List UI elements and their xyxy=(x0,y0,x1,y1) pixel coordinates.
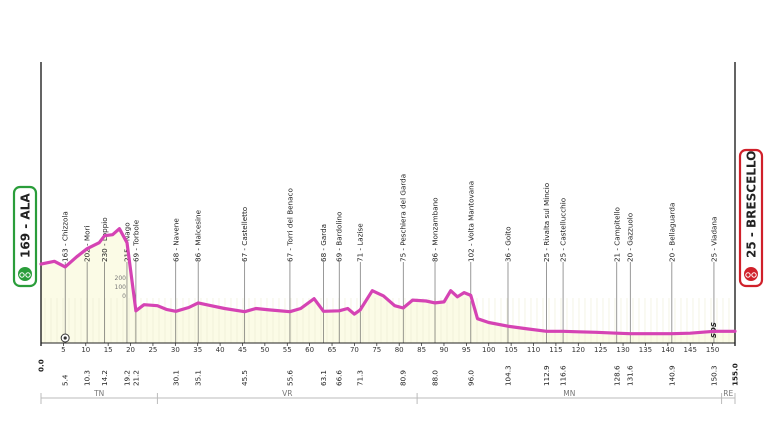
waypoint-label: 230 - Loppio xyxy=(100,217,109,262)
waypoint-label: 102 - Volta Mantovana xyxy=(466,181,475,262)
waypoint-km-label: 63.1 xyxy=(319,370,328,386)
x-tick-label: 150 xyxy=(706,346,719,354)
waypoint-km-label: 21.2 xyxy=(131,370,140,386)
x-tick-label: 135 xyxy=(639,346,652,354)
finish-label: 25 - BRESCELLO xyxy=(745,151,759,258)
x-tick-label: 95 xyxy=(462,346,471,354)
x-tick-label: 115 xyxy=(549,346,562,354)
waypoint-km-label: 88.0 xyxy=(431,370,440,386)
waypoint-label: 21 - Campitello xyxy=(612,207,621,262)
profile-line xyxy=(39,227,737,336)
start-label: 169 - ALA xyxy=(19,193,33,258)
waypoint-km-label: 5.4 xyxy=(61,374,70,386)
sprint-marker-dot-icon xyxy=(63,336,67,340)
waypoint-km-label: 66.6 xyxy=(335,370,344,386)
x-tick-label: 15 xyxy=(104,346,113,354)
waypoint-km-label: 35.1 xyxy=(194,370,203,386)
waypoint-km-label: 14.2 xyxy=(100,370,109,386)
x-tick-label: 20 xyxy=(126,346,135,354)
profile-area xyxy=(41,228,735,343)
waypoint-label: 36 - Goito xyxy=(503,226,512,262)
altitude-scale-label: 200 xyxy=(115,275,127,282)
waypoint-km-label: 112.9 xyxy=(542,365,551,386)
finish-badge-frame xyxy=(738,148,764,288)
x-tick-label: 30 xyxy=(171,346,180,354)
x-tick-label: 85 xyxy=(417,346,426,354)
x-tick-label: 10 xyxy=(81,346,90,354)
waypoint-label: 67 - Torri del Benaco xyxy=(285,188,294,262)
waypoint-label: 86 - Monzambano xyxy=(431,197,440,262)
waypoint-km-label: 55.6 xyxy=(285,370,294,386)
waypoint-km-label: 131.6 xyxy=(626,365,635,386)
waypoint-label: 86 - Malcesine xyxy=(194,209,203,262)
waypoint-label: 68 - Navene xyxy=(171,218,180,262)
waypoint-km-label: 128.6 xyxy=(612,365,621,386)
x-tick-label: 5 xyxy=(61,346,65,354)
x-tick-label: 145 xyxy=(684,346,697,354)
x-tick-label: 25 xyxy=(148,346,157,354)
finish-badge: 25 - BRESCELLO xyxy=(738,148,764,288)
x-tick-label: 55 xyxy=(283,346,292,354)
region-label: TN xyxy=(93,389,104,398)
start-bike-wheel-icon xyxy=(19,272,25,278)
x-tick-label: 140 xyxy=(661,346,674,354)
waypoint-km-label: 19.2 xyxy=(122,370,131,386)
x-tick-label: 35 xyxy=(193,346,202,354)
finish-bike-wheel-icon xyxy=(745,272,751,278)
region-label: MN xyxy=(563,389,575,398)
waypoint-km-label: 30.1 xyxy=(171,370,180,386)
start-bike-wheel-icon xyxy=(25,272,31,278)
waypoint-km-label: 116.6 xyxy=(559,365,568,386)
x-tick-label: 40 xyxy=(216,346,225,354)
waypoint-label: 71 - Lazise xyxy=(356,223,365,262)
finish-bike-wheel-icon xyxy=(751,272,757,278)
waypoint-km-label: 80.9 xyxy=(399,370,408,386)
waypoint-label: 25 - Viadana xyxy=(709,217,718,262)
waypoint-label: 67 - Castelletto xyxy=(240,207,249,262)
waypoint-label: 25 - Rivalta sul Mincio xyxy=(542,183,551,262)
altitude-scale-label: 0 xyxy=(122,293,126,300)
waypoint-label: 202 - Mori xyxy=(83,226,92,262)
waypoint-km-label: 140.9 xyxy=(667,365,676,386)
x-tick-label: 110 xyxy=(527,346,540,354)
waypoint-km-label: 96.0 xyxy=(466,370,475,386)
x-tick-label: 70 xyxy=(350,346,359,354)
waypoint-km-label: 10.3 xyxy=(83,370,92,386)
waypoint-km-label: 71.3 xyxy=(356,370,365,386)
x-tick-label: 50 xyxy=(260,346,269,354)
x-tick-label: 130 xyxy=(616,346,629,354)
start-badge: 169 - ALA xyxy=(12,185,38,288)
x-tick-label: 80 xyxy=(395,346,404,354)
waypoint-label: 75 - Peschiera del Garda xyxy=(399,174,408,262)
waypoint-label: 68 - Garda xyxy=(319,224,328,262)
start-km-label: 0.0 xyxy=(37,359,46,372)
waypoint-km-label: 150.3 xyxy=(709,365,718,386)
x-tick-label: 45 xyxy=(238,346,247,354)
altitude-scale-label: 100 xyxy=(115,284,127,291)
x-tick-label: 90 xyxy=(440,346,449,354)
waypoint-km-label: 104.3 xyxy=(503,365,512,386)
waypoint-label: 20 - Gazzuolo xyxy=(626,213,635,262)
waypoint-label: 25 - Castellucchio xyxy=(559,198,568,262)
waypoint-label: 163 - Chizzola xyxy=(61,211,70,262)
region-label: VR xyxy=(282,389,292,398)
x-tick-label: 65 xyxy=(328,346,337,354)
x-tick-label: 105 xyxy=(504,346,517,354)
start-badge-frame xyxy=(12,185,38,288)
x-tick-label: 75 xyxy=(372,346,381,354)
x-tick-label: 60 xyxy=(305,346,314,354)
waypoint-label: 69 - Bardolino xyxy=(335,212,344,262)
waypoint-km-label: 45.5 xyxy=(240,370,249,386)
x-tick-label: 100 xyxy=(482,346,495,354)
waypoint-label: 69 - Torbole xyxy=(131,219,140,262)
waypoint-label: 20 - Bellaguarda xyxy=(667,203,676,262)
x-tick-label: 125 xyxy=(594,346,607,354)
finish-km-label: 155.0 xyxy=(731,363,740,386)
region-label: RE xyxy=(723,389,733,398)
x-tick-label: 120 xyxy=(572,346,585,354)
